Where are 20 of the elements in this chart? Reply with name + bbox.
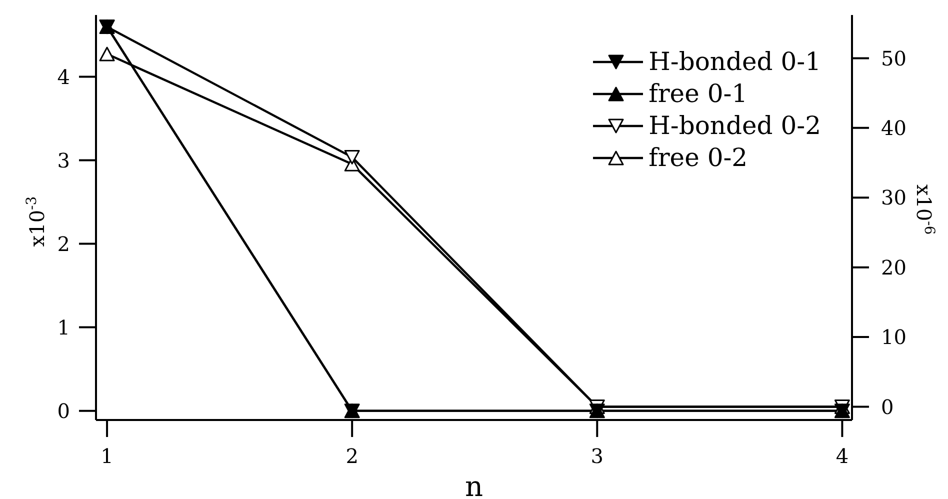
x-tick-label: 4 xyxy=(836,444,849,468)
y-tick-label: 2 xyxy=(57,232,70,256)
x-axis-title: n xyxy=(464,470,484,499)
x-tick-label: 3 xyxy=(590,444,604,468)
y-tick-label: 3 xyxy=(57,148,70,172)
x-tick-label: 2 xyxy=(346,444,358,468)
y-tick-label: 4 xyxy=(57,64,70,89)
y2-tick-label: 50 xyxy=(881,46,906,70)
x-tick-label: 1 xyxy=(100,444,114,468)
y-tick-label: 0 xyxy=(57,398,70,423)
y-tick-label: 1 xyxy=(57,315,70,340)
legend-label: H-bonded 0-1 xyxy=(648,46,821,78)
y2-tick-label: 30 xyxy=(881,186,906,210)
y2-tick-label: 10 xyxy=(881,325,906,350)
legend-label: H-bonded 0-2 xyxy=(648,110,821,142)
legend-label: free 0-2 xyxy=(648,142,748,174)
y2-tick-label: 20 xyxy=(881,255,906,280)
y2-tick-label: 0 xyxy=(881,394,894,419)
y2-tick-label: 40 xyxy=(881,116,906,140)
legend-label: free 0-1 xyxy=(648,78,748,110)
